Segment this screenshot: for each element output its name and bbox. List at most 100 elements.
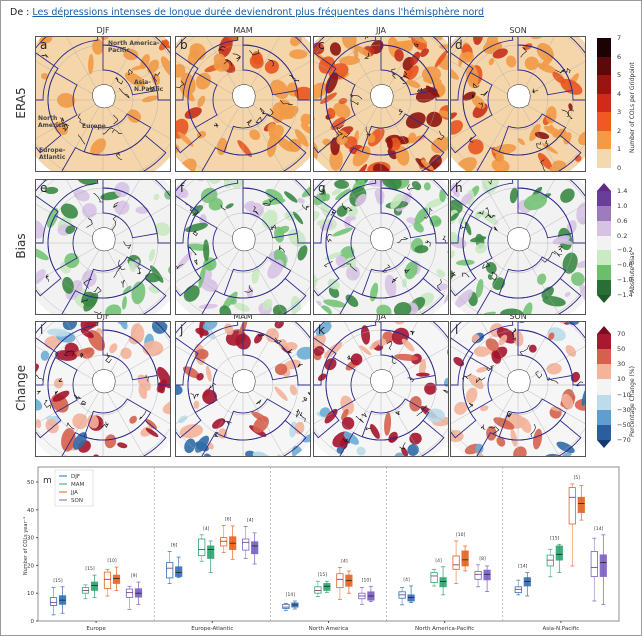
legend-item: DJF [71, 474, 80, 480]
boxplot-panel: 0 10 20 30 40 50 Number of COLs year⁻¹ m Europe [… [1, 463, 641, 635]
box-europe-atlantic-son-era5 [242, 526, 250, 559]
map-panel-h: h [450, 179, 586, 315]
sample-count-label: [15] [550, 535, 559, 541]
polar-map [176, 37, 310, 171]
column-title-son: SON [509, 312, 527, 321]
legend-item: MAM [71, 482, 85, 488]
box-north-america-pacific-mam-era5 [430, 568, 438, 587]
colorbar-tick: −1.4 [617, 291, 633, 299]
panel-letter: l [455, 323, 459, 337]
polar-map [451, 37, 585, 171]
polar-map [176, 180, 310, 314]
box-north-america-son-model [367, 585, 375, 602]
column-title-mam: MAM [233, 312, 253, 321]
colorbar-bin [597, 149, 611, 168]
polar-map [451, 322, 585, 456]
y-tick-label: 50 [27, 480, 34, 486]
y-tick-label: 10 [27, 591, 34, 597]
colorbar-tick: 7 [617, 34, 622, 42]
panel-letter: g [318, 181, 326, 195]
sample-count-label: [4] [435, 558, 442, 564]
colorbar-tick: 0.2 [617, 231, 628, 240]
colorbar-tick: 2 [617, 126, 622, 135]
colorbar-extend-down-arrow [597, 294, 611, 303]
panel-letter: j [180, 323, 184, 337]
map-panel-g: g [313, 179, 449, 315]
box-asia-n-pacific-jja-era5 [568, 483, 576, 567]
category-label: Europe [86, 626, 106, 632]
region-label: Europe- Atlantic [39, 147, 66, 161]
polar-map [36, 37, 170, 171]
region-label: North America [38, 115, 66, 129]
sample-count-label: [6] [225, 516, 232, 522]
colorbar-bin [597, 191, 611, 206]
map-panel-j: j [175, 321, 311, 457]
colorbar-tick: 0 [617, 164, 622, 172]
sample-count-label: [4] [341, 558, 348, 564]
sample-count-label: [4] [203, 526, 210, 532]
box-asia-n-pacific-jja-model [577, 485, 585, 521]
colorbar-tick: 1 [617, 145, 622, 154]
colorbar-bin [597, 93, 611, 113]
row-label-bias: Bias [14, 233, 28, 259]
box-north-america-djf-era5 [282, 603, 290, 611]
map-panel-c: c [313, 36, 449, 172]
region-label: Asia- N.Pacific [134, 79, 164, 93]
map-panel-d: d [450, 36, 586, 172]
y-tick-label: 20 [27, 563, 34, 569]
panel-letter-m: m [43, 476, 52, 486]
sample-count-label: [4] [403, 577, 410, 583]
sample-count-label: [5] [574, 475, 581, 481]
colorbar-bin [597, 75, 611, 94]
source-prefix: De : [10, 7, 33, 18]
box-asia-n-pacific-son-model [599, 534, 607, 605]
box-europe-djf-model [58, 586, 67, 614]
sample-count-label: [15] [318, 572, 327, 578]
polar-map [36, 180, 170, 314]
box-north-america-pacific-son-era5 [474, 564, 482, 588]
colorbar-tick: −30 [617, 405, 631, 414]
column-title-mam: MAM [233, 26, 253, 35]
box-north-america-djf-model [291, 600, 299, 610]
box-north-america-pacific-son-model [483, 565, 491, 592]
colorbar-tick: 5 [617, 71, 622, 80]
polar-map [314, 322, 448, 456]
colorbar-tick: 1.0 [617, 201, 628, 210]
colorbar-bin [597, 38, 611, 57]
sample-count-label: [14] [518, 564, 527, 570]
colorbar-bin [597, 130, 611, 150]
colorbar-0 [597, 38, 611, 168]
polar-map [451, 180, 585, 314]
box-europe-jja-model [112, 566, 121, 591]
colorbar-tick: 50 [617, 345, 626, 354]
panel-letter: i [40, 323, 44, 337]
colorbar-tick: 70 [617, 330, 626, 338]
box-north-america-pacific-mam-model [439, 566, 447, 596]
colorbar-bin [597, 394, 611, 410]
box-europe-atlantic-mam-model [207, 540, 215, 573]
panel-letter: d [455, 38, 463, 52]
map-panel-b: b [175, 36, 311, 172]
colorbar-2 [597, 326, 611, 448]
boxplot-chart: 0 10 20 30 40 50 Number of COLs year⁻¹ m Europe [… [23, 466, 620, 632]
article-link[interactable]: Les dépressions intenses de longue durée… [32, 7, 485, 18]
polar-map [314, 37, 448, 171]
colorbar-label: Absolute Bias [629, 252, 636, 293]
panel-letter: k [318, 323, 325, 337]
colorbar-1 [597, 183, 611, 303]
map-panel-a: a North America- Pacific Asia- N.Pacific No… [35, 36, 171, 172]
column-title-jja: JJA [375, 26, 387, 35]
box-north-america-mam-model [323, 580, 331, 593]
sample-count-label: [10] [456, 532, 465, 538]
box-europe-mam-model [90, 574, 99, 598]
sample-count-label: [10] [362, 577, 371, 583]
box-asia-n-pacific-son-era5 [590, 537, 598, 602]
colorbar-bin [597, 235, 611, 251]
category-label: Asia-N.Pacific [542, 626, 579, 632]
row-label-era5: ERA5 [14, 87, 28, 119]
plot-frame [37, 466, 620, 622]
colorbar-extend-up-arrow [597, 326, 611, 334]
colorbar-extend-up-arrow [597, 183, 611, 191]
box-asia-n-pacific-mam-era5 [546, 548, 554, 578]
panel-letter: a [40, 38, 48, 52]
